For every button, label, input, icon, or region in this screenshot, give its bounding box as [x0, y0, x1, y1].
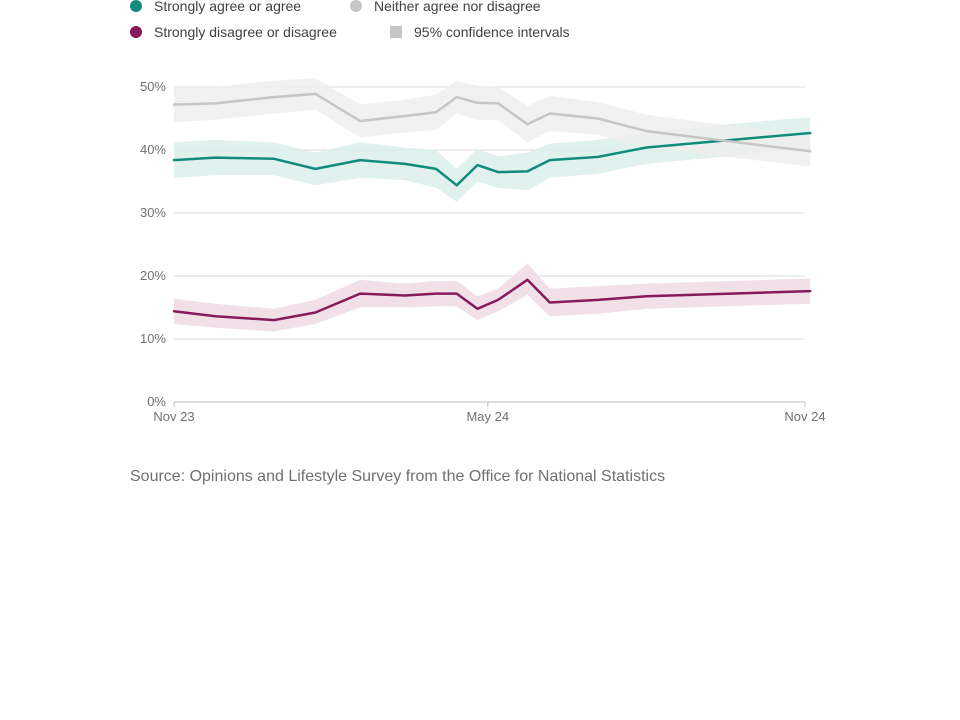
- x-tick-label-0: Nov 23: [153, 409, 194, 424]
- series-line-disagree: [172, 278, 812, 322]
- series-lines: [172, 92, 812, 322]
- y-tick-label-0: 0%: [147, 394, 166, 409]
- legend-agree-dot: [130, 0, 142, 12]
- series-line-agree: [172, 131, 812, 187]
- y-tick-label-4: 40%: [140, 142, 166, 157]
- confidence-bands: [174, 78, 811, 332]
- legend: Strongly agree or agree Neither agree no…: [130, 0, 830, 44]
- legend-item-disagree: Strongly disagree or disagree: [130, 24, 337, 40]
- y-tick-label-2: 20%: [140, 268, 166, 283]
- legend-confidence-label: 95% confidence intervals: [414, 24, 570, 40]
- series-line-neither: [172, 92, 812, 153]
- confidence-band-disagree: [174, 263, 811, 332]
- legend-confidence-square: [390, 26, 402, 38]
- legend-item-confidence: 95% confidence intervals: [390, 24, 570, 40]
- legend-neither-label: Neither agree nor disagree: [374, 0, 541, 14]
- source-note: Source: Opinions and Lifestyle Survey fr…: [130, 468, 666, 485]
- y-tick-label-1: 10%: [140, 331, 166, 346]
- confidence-band-neither: [174, 78, 811, 167]
- legend-item-neither: Neither agree nor disagree: [350, 0, 541, 14]
- legend-neither-dot: [350, 0, 362, 12]
- x-tick-label-2: Nov 24: [784, 409, 825, 424]
- y-tick-label-5: 50%: [140, 79, 166, 94]
- axes: 0% 10% 20% 30% 40% 50% Nov 23 May 24 Nov 24: [140, 79, 826, 424]
- legend-item-agree: Strongly agree or agree: [130, 0, 301, 14]
- legend-disagree-label: Strongly disagree or disagree: [154, 24, 337, 40]
- line-chart: 0% 10% 20% 30% 40% 50% Nov 23 May 24 Nov 24: [140, 78, 826, 424]
- legend-agree-label: Strongly agree or agree: [154, 0, 302, 14]
- y-tick-label-3: 30%: [140, 205, 166, 220]
- x-tick-label-1: May 24: [466, 409, 509, 424]
- legend-disagree-dot: [130, 26, 142, 38]
